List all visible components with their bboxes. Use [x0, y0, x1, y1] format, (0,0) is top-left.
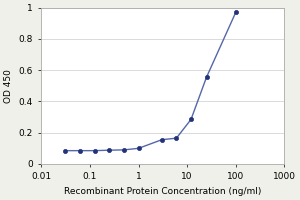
Y-axis label: OD 450: OD 450: [4, 69, 13, 103]
X-axis label: Recombinant Protein Concentration (ng/ml): Recombinant Protein Concentration (ng/ml…: [64, 187, 262, 196]
